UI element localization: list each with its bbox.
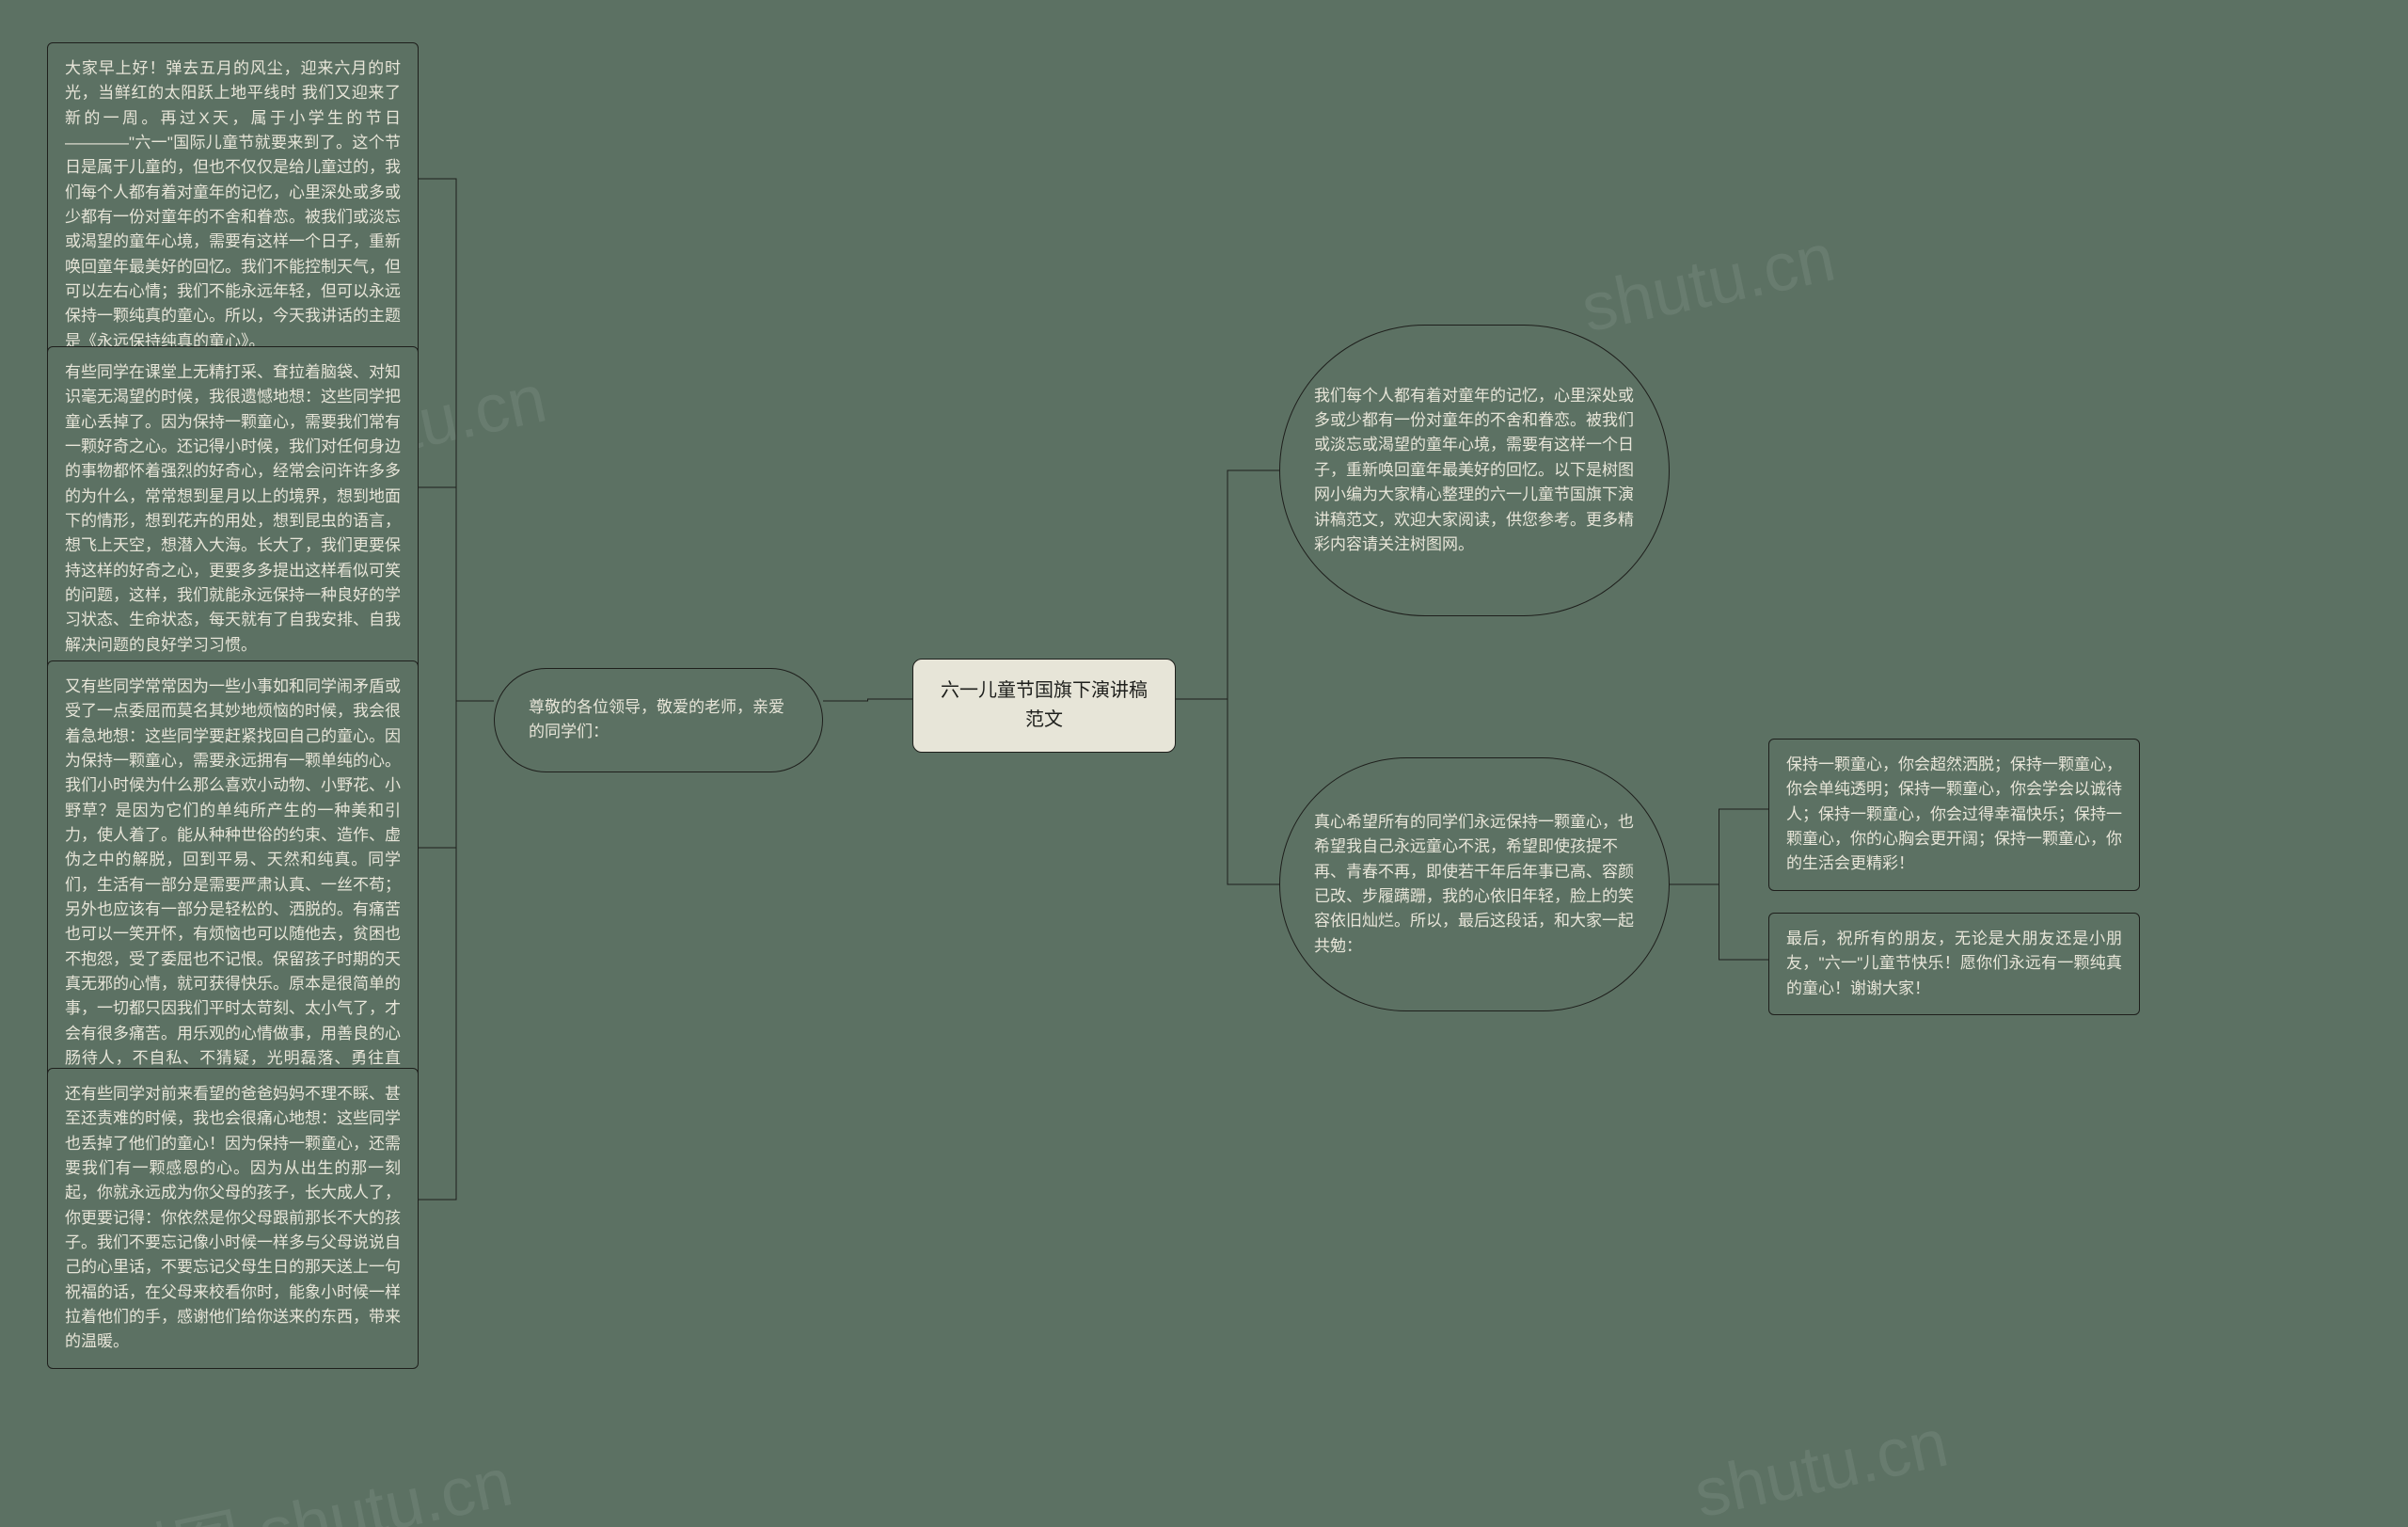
node-text: 又有些同学常常因为一些小事如和同学闹矛盾或受了一点委屈而莫名其妙地烦恼的时候，我… (65, 677, 401, 1092)
center-node-text: 六一儿童节国旗下演讲稿范文 (934, 676, 1154, 735)
node-text: 最后，祝所有的朋友，无论是大朋友还是小朋友，"六一"儿童节快乐！愿你们永远有一颗… (1786, 930, 2122, 997)
left-leaf-gratitude: 还有些同学对前来看望的爸爸妈妈不理不睬、甚至还责难的时候，我也会很痛心地想：这些… (47, 1068, 419, 1369)
center-node: 六一儿童节国旗下演讲稿范文 (912, 659, 1176, 753)
left-leaf-curiosity: 有些同学在课堂上无精打采、耷拉着脑袋、对知识毫无渴望的时候，我很遗憾地想：这些同… (47, 346, 419, 672)
right-leaf-bless: 最后，祝所有的朋友，无论是大朋友还是小朋友，"六一"儿童节快乐！愿你们永远有一颗… (1768, 913, 2140, 1015)
left-leaf-simple: 又有些同学常常因为一些小事如和同学闹矛盾或受了一点委屈而莫名其妙地烦恼的时候，我… (47, 660, 419, 1110)
right-node-intro: 我们每个人都有着对童年的记忆，心里深处或多或少都有一份对童年的不舍和眷恋。被我们… (1279, 325, 1670, 616)
node-text: 有些同学在课堂上无精打采、耷拉着脑袋、对知识毫无渴望的时候，我很遗憾地想：这些同… (65, 363, 401, 654)
node-text: 大家早上好！弹去五月的风尘，迎来六月的时光，当鲜红的太阳跃上地平线时 我们又迎来… (65, 59, 401, 350)
node-text: 我们每个人都有着对童年的记忆，心里深处或多或少都有一份对童年的不舍和眷恋。被我们… (1314, 384, 1635, 557)
left-node-greeting: 尊敬的各位领导，敬爱的老师，亲爱的同学们： (494, 668, 823, 772)
left-leaf-morning: 大家早上好！弹去五月的风尘，迎来六月的时光，当鲜红的太阳跃上地平线时 我们又迎来… (47, 42, 419, 368)
right-node-wish: 真心希望所有的同学们永远保持一颗童心，也希望我自己永远童心不泯，希望即使孩提不再… (1279, 757, 1670, 1011)
node-text: 尊敬的各位领导，敬爱的老师，亲爱的同学们： (529, 695, 788, 745)
node-text: 还有些同学对前来看望的爸爸妈妈不理不睬、甚至还责难的时候，我也会很痛心地想：这些… (65, 1085, 401, 1350)
node-text: 真心希望所有的同学们永远保持一颗童心，也希望我自己永远童心不泯，希望即使孩提不再… (1314, 810, 1635, 959)
node-text: 保持一颗童心，你会超然洒脱；保持一颗童心，你会单纯透明；保持一颗童心，你会学会以… (1786, 756, 2122, 872)
right-leaf-keep: 保持一颗童心，你会超然洒脱；保持一颗童心，你会单纯透明；保持一颗童心，你会学会以… (1768, 739, 2140, 891)
